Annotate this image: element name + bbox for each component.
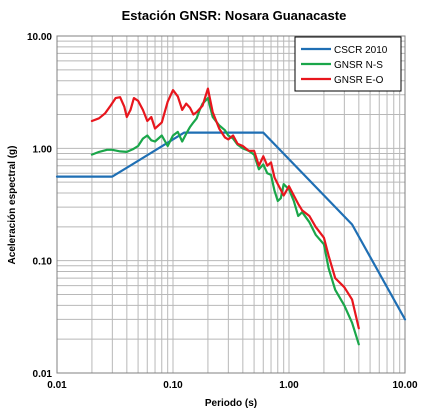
- y-tick-label: 1.00: [33, 144, 53, 155]
- x-tick-label: 10.00: [392, 380, 417, 391]
- y-axis-title: Aceleración espectral (g): [7, 146, 18, 265]
- series-line-gnsr-e-o: [90, 87, 360, 330]
- series-line-cscr-2010: [55, 131, 407, 321]
- plot-area: [56, 35, 406, 374]
- legend-label-gnsr-n-s: GNSR N-S: [334, 60, 383, 71]
- x-axis-title: Periodo (s): [205, 398, 257, 409]
- y-tick-label: 0.01: [33, 369, 53, 380]
- legend-label-cscr-2010: CSCR 2010: [334, 45, 388, 56]
- legend: CSCR 2010 GNSR N-S GNSR E-O: [294, 36, 402, 92]
- grid: [56, 36, 405, 374]
- series-layer: [55, 87, 407, 346]
- x-tick-label: 1.00: [279, 380, 299, 391]
- x-tick-label: 0.01: [47, 380, 67, 391]
- series-line-gnsr-n-s: [90, 96, 360, 346]
- chart-title: Estación GNSR: Nosara Guanacaste: [122, 8, 347, 23]
- y-tick-label: 0.10: [33, 257, 53, 268]
- tick-labels: 0.01 0.10 1.00 10.00 0.01 0.10 1.00 10.00: [27, 32, 418, 391]
- x-tick-label: 0.10: [163, 380, 183, 391]
- y-tick-label: 10.00: [27, 32, 52, 43]
- legend-label-gnsr-e-o: GNSR E-O: [334, 75, 384, 86]
